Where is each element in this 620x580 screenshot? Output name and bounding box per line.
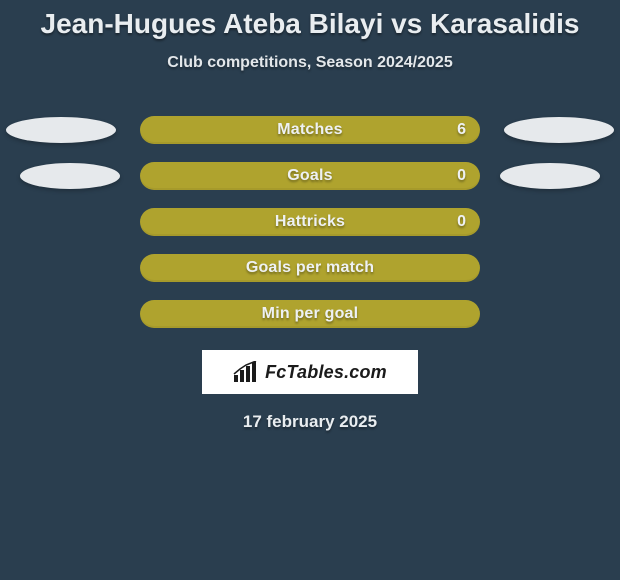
right-ellipse-icon	[500, 163, 600, 189]
stat-row-min-per-goal: Min per goal	[0, 300, 620, 328]
stat-row-goals-per-match: Goals per match	[0, 254, 620, 282]
stat-row-matches: Matches 6	[0, 116, 620, 144]
right-ellipse-icon	[504, 117, 614, 143]
stat-label: Goals per match	[246, 259, 374, 277]
stat-label: Matches	[277, 121, 342, 139]
brand-badge: FcTables.com	[202, 350, 418, 394]
date-text: 17 february 2025	[0, 412, 620, 432]
brand-text: FcTables.com	[265, 362, 387, 383]
page-title: Jean-Hugues Ateba Bilayi vs Karasalidis	[0, 0, 620, 40]
stat-right-value: 6	[457, 121, 466, 139]
bar-chart-icon	[233, 361, 259, 383]
stat-bar: Goals per match	[140, 254, 480, 282]
stat-label: Hattricks	[275, 213, 345, 231]
left-ellipse-icon	[20, 163, 120, 189]
stat-bar: Matches 6	[140, 116, 480, 144]
stat-bar: Goals 0	[140, 162, 480, 190]
stat-row-goals: Goals 0	[0, 162, 620, 190]
stat-bar: Min per goal	[140, 300, 480, 328]
stat-label: Min per goal	[262, 305, 359, 323]
stat-right-value: 0	[457, 167, 466, 185]
stat-row-hattricks: Hattricks 0	[0, 208, 620, 236]
stat-label: Goals	[287, 167, 332, 185]
subtitle: Club competitions, Season 2024/2025	[0, 54, 620, 72]
stat-bar: Hattricks 0	[140, 208, 480, 236]
stats-container: Matches 6 Goals 0 Hattricks 0 Goals per …	[0, 116, 620, 328]
left-ellipse-icon	[6, 117, 116, 143]
stat-right-value: 0	[457, 213, 466, 231]
